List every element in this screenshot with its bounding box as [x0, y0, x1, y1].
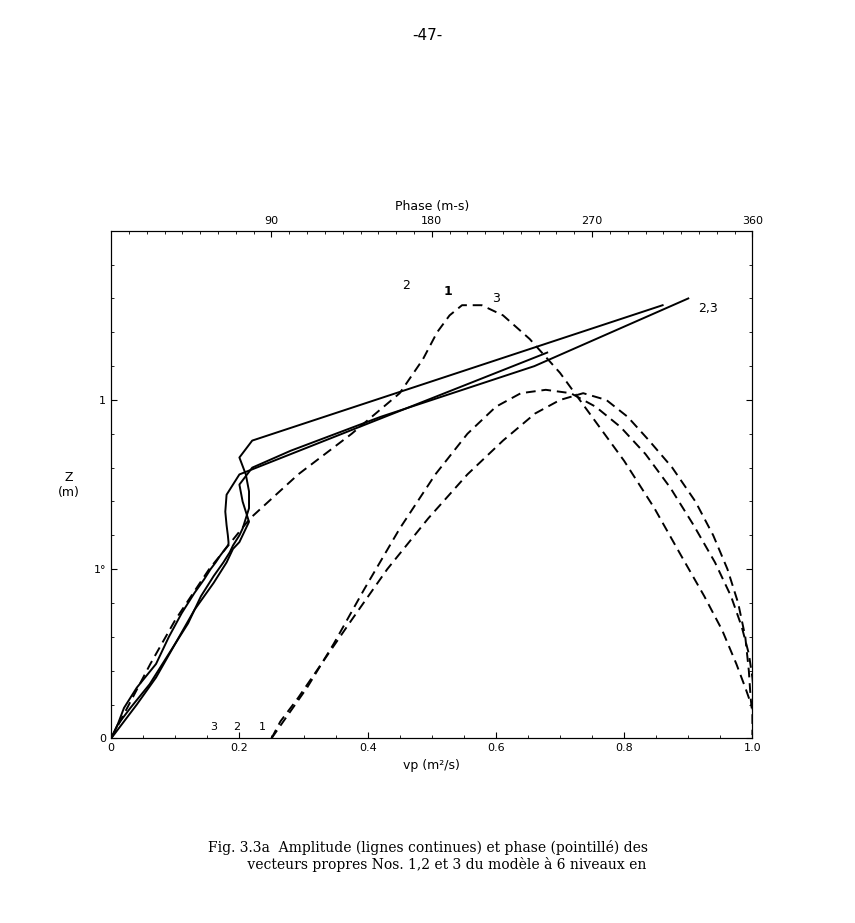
Text: Fig. 3.3a  Amplitude (lignes continues) et phase (pointillé) des
         vecteu: Fig. 3.3a Amplitude (lignes continues) e… — [208, 840, 647, 872]
X-axis label: vp (m²/s): vp (m²/s) — [404, 759, 460, 772]
Text: 3: 3 — [210, 722, 217, 732]
Y-axis label: Z
(m): Z (m) — [58, 471, 80, 498]
Text: -47-: -47- — [412, 28, 443, 42]
Text: 1: 1 — [444, 285, 452, 298]
Text: 2: 2 — [233, 722, 239, 732]
Text: 1: 1 — [258, 722, 265, 732]
Text: 2,3: 2,3 — [698, 303, 717, 316]
Text: 3: 3 — [492, 293, 500, 306]
Text: 2: 2 — [402, 279, 410, 292]
X-axis label: Phase (m-s): Phase (m-s) — [395, 200, 469, 213]
